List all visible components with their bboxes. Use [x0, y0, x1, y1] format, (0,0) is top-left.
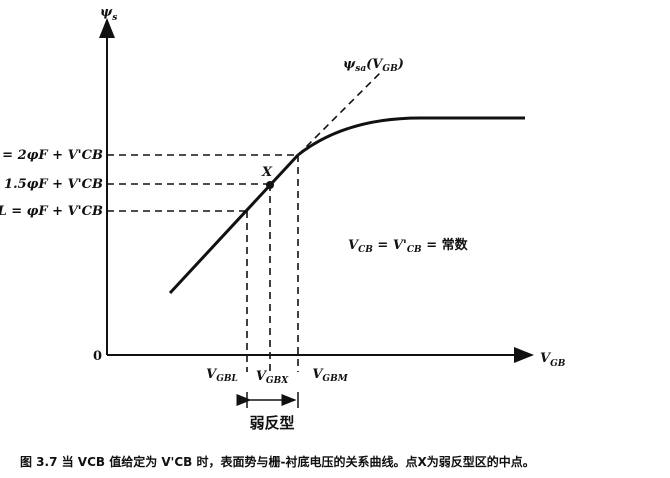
- saturation-curve: [297, 116, 525, 157]
- origin-label: 0: [93, 349, 102, 364]
- condition-label: VCB = V'CB = 常数: [348, 237, 469, 255]
- x-mark-label: VGBM: [312, 367, 348, 384]
- level-label: φN = 2φF + V'CB: [0, 148, 103, 163]
- region-label: 弱反型: [249, 414, 294, 432]
- linear-part: [168, 153, 300, 295]
- x-axis-label: VGB: [540, 351, 566, 369]
- level-label: 1.5φF + V'CB: [4, 177, 103, 192]
- y-axis-label: ψs: [100, 5, 117, 23]
- asymptote-label: ψsa(VGB): [343, 57, 404, 74]
- point-x: [266, 181, 274, 189]
- x-mark-label: VGBL: [206, 367, 238, 384]
- x-mark-label: VGBX: [256, 369, 289, 386]
- point-label: X: [261, 165, 273, 180]
- asymptote: [297, 69, 384, 156]
- level-label: φL = φF + V'CB: [0, 204, 103, 219]
- caption: 图 3.7 当 VCB 值给定为 V'CB 时，表面势与栅-衬底电压的关系曲线。…: [20, 454, 535, 469]
